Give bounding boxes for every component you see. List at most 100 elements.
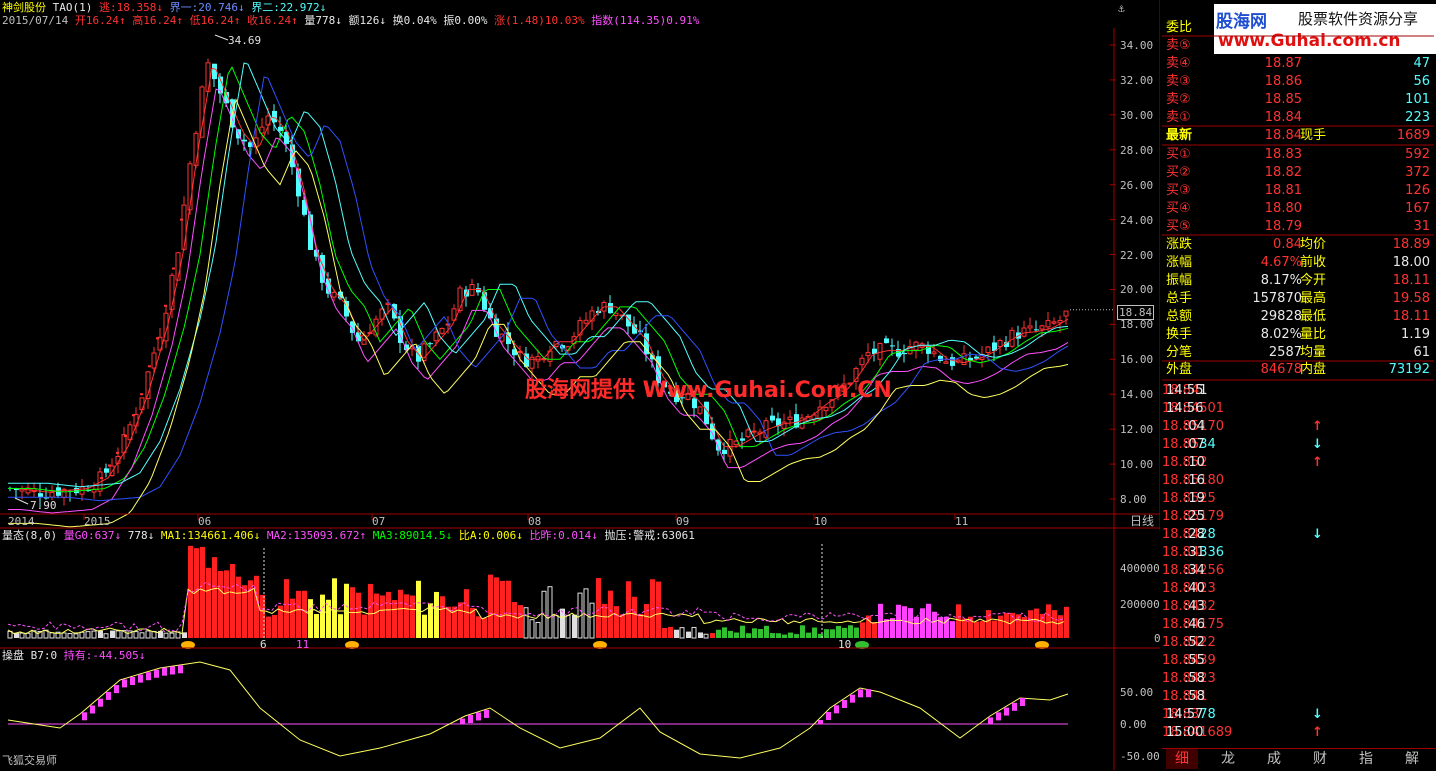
oscillator-bar bbox=[476, 712, 481, 721]
oscillator-bar bbox=[834, 705, 839, 714]
volume-bar bbox=[98, 630, 103, 638]
tick-list[interactable]: 14:55 18.841 14:56 18.84501:04 18.85 ↑ 170:07 1… bbox=[1162, 382, 1434, 744]
tab-1[interactable]: 龙 bbox=[1221, 751, 1235, 767]
volume-bar bbox=[902, 606, 907, 638]
main-chart-panel[interactable]: 神剑股份 TAO(1) 逃:18.358↓ 界一:20.746↓ 界二:22.9… bbox=[0, 0, 1160, 530]
candle bbox=[601, 300, 607, 319]
tick-row[interactable]: :04 18.85 ↑ 170 bbox=[1162, 418, 1434, 436]
tick-row[interactable]: :34 18.84256 bbox=[1162, 562, 1434, 580]
time-axis-label: 2014 bbox=[8, 515, 35, 528]
tick-time: :43 bbox=[1184, 599, 1205, 614]
volume-chart[interactable] bbox=[0, 528, 1160, 650]
tick-row[interactable]: :58 18.841 bbox=[1162, 688, 1434, 706]
volume-bar bbox=[79, 631, 85, 639]
buy-level-1-price: 18.83 bbox=[1264, 147, 1302, 162]
volume-bar bbox=[308, 599, 313, 638]
price-axis-label: 24.00 bbox=[1120, 213, 1154, 227]
volume-bar bbox=[452, 606, 457, 638]
volume-mark-3: 10 bbox=[838, 638, 852, 651]
volume-bar bbox=[703, 633, 709, 639]
tab-3[interactable]: 财 bbox=[1313, 751, 1327, 767]
tick-row[interactable]: :19 18.8525 bbox=[1162, 490, 1434, 508]
tick-row[interactable]: :25 18.85179 bbox=[1162, 508, 1434, 526]
tab-0[interactable]: 细 bbox=[1166, 749, 1198, 769]
header-close: 收16.24↑ bbox=[246, 14, 298, 27]
sell-level-3-volume: 56 bbox=[1413, 74, 1430, 89]
volume-bar bbox=[194, 548, 199, 638]
tick-row[interactable]: 15:00 18.84 ↑ 1689 bbox=[1162, 724, 1434, 742]
tick-row[interactable]: :31 18.84336 bbox=[1162, 544, 1434, 562]
arrow-up-icon: ↑ bbox=[1312, 419, 1323, 434]
tab-2[interactable]: 成 bbox=[1267, 751, 1281, 767]
tick-row[interactable]: :28 18.84 ↓ 28 bbox=[1162, 526, 1434, 544]
oscillator-bar bbox=[130, 677, 135, 685]
tick-price: 18.85 bbox=[1162, 455, 1200, 470]
buy-level-2: 买② 18.82 372 bbox=[1162, 164, 1434, 182]
indicator-name[interactable]: TAO(1) bbox=[52, 1, 93, 14]
candle bbox=[751, 422, 757, 436]
candle bbox=[38, 483, 43, 508]
tab-5[interactable]: 解 bbox=[1405, 751, 1419, 767]
watermark-text: 股海网提供 Www.Guhai.Com.CN bbox=[525, 378, 892, 403]
stat-label: 总手 bbox=[1166, 291, 1193, 306]
price-axis-label: 30.00 bbox=[1120, 108, 1154, 122]
volume-bar bbox=[470, 607, 475, 638]
oscillator-bar bbox=[1012, 702, 1017, 711]
ma-line-red bbox=[8, 67, 1069, 493]
stat-label-2: 最低 bbox=[1300, 309, 1327, 324]
tick-price: 18.85 bbox=[1162, 437, 1200, 452]
candle bbox=[499, 333, 505, 345]
volume-bar bbox=[638, 613, 643, 638]
candle bbox=[314, 249, 319, 261]
stock-name[interactable]: 神剑股份 bbox=[2, 1, 46, 14]
volume-indicator-name[interactable]: 量态(8,0) bbox=[2, 529, 58, 542]
volume-bar bbox=[535, 621, 541, 639]
tick-row[interactable]: 14:57 18.83 ↓ 78 bbox=[1162, 706, 1434, 724]
candle bbox=[776, 412, 781, 435]
volume-bar bbox=[812, 627, 817, 638]
tick-row[interactable]: :46 18.84175 bbox=[1162, 616, 1434, 634]
tick-row[interactable]: :58 18.8423 bbox=[1162, 670, 1434, 688]
oscillator-panel[interactable]: 操盘 B7:0 持有:-44.505↓ 50.00 0.00 -50.00 飞狐交易… bbox=[0, 648, 1160, 770]
price-axis-label: 18.00 bbox=[1120, 318, 1154, 332]
buy-level-2-price: 18.82 bbox=[1264, 165, 1302, 180]
tick-row[interactable]: 14:56 18.84501 bbox=[1162, 400, 1434, 418]
candle bbox=[145, 370, 151, 409]
period-label[interactable]: 日线 bbox=[1130, 514, 1155, 528]
candlestick-chart[interactable] bbox=[0, 0, 1160, 530]
tick-row[interactable]: :55 18.8439 bbox=[1162, 652, 1434, 670]
tick-row[interactable]: :40 18.8423 bbox=[1162, 580, 1434, 598]
tick-price: 18.84 bbox=[1162, 725, 1200, 740]
volume-panel[interactable]: 量态(8,0) 量G0:637↓ 778↓ MA1:134661.406↓ MA… bbox=[0, 528, 1161, 651]
tick-row[interactable]: :43 18.8432 bbox=[1162, 598, 1434, 616]
buy-level-5: 买⑤ 18.79 31 bbox=[1162, 218, 1434, 236]
oscillator-chart[interactable] bbox=[0, 648, 1160, 770]
volume-bar bbox=[145, 630, 151, 639]
tick-row[interactable]: :10 18.85 ↑ 2 bbox=[1162, 454, 1434, 472]
candle bbox=[722, 442, 727, 462]
tick-row[interactable]: :16 18.85180 bbox=[1162, 472, 1434, 490]
tick-row[interactable]: :52 18.8422 bbox=[1162, 634, 1434, 652]
sell-level-1-price: 18.84 bbox=[1264, 110, 1302, 125]
sell-level-1-label: 卖① bbox=[1166, 110, 1191, 125]
volume-bar bbox=[740, 625, 745, 638]
anchor-icon[interactable]: ⚓ bbox=[1118, 2, 1125, 15]
volume-bar bbox=[986, 610, 991, 638]
volume-bar bbox=[344, 583, 349, 638]
candle bbox=[997, 338, 1003, 355]
tick-volume: 22 bbox=[1199, 635, 1216, 650]
oscillator-bar bbox=[98, 698, 103, 707]
volume-bar bbox=[1034, 608, 1039, 638]
volume-bar bbox=[968, 616, 973, 638]
oscillator-name[interactable]: 操盘 B7:0 bbox=[2, 649, 58, 662]
tick-row[interactable]: :07 18.85 ↓ 34 bbox=[1162, 436, 1434, 454]
tick-row[interactable]: 14:55 18.841 bbox=[1162, 382, 1434, 400]
volume-bar bbox=[188, 545, 193, 638]
tab-4[interactable]: 指 bbox=[1359, 751, 1373, 767]
candle bbox=[109, 458, 115, 477]
candle bbox=[433, 326, 439, 347]
volume-bar bbox=[488, 574, 493, 638]
volume-bar bbox=[1046, 604, 1051, 638]
candle bbox=[104, 463, 109, 478]
volume-bar bbox=[644, 603, 649, 638]
